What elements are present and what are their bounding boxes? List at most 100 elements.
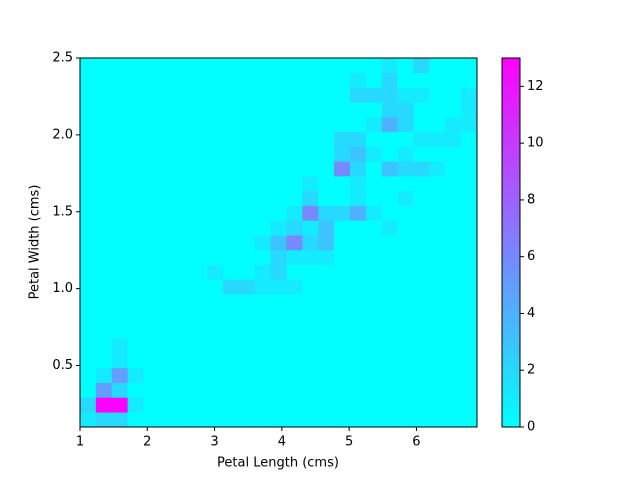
cell xyxy=(318,294,335,310)
cell xyxy=(381,338,398,354)
cell xyxy=(95,308,113,324)
cell xyxy=(207,382,224,398)
x-tick-label: 1 xyxy=(76,435,84,450)
cell xyxy=(286,235,303,251)
cell xyxy=(127,412,144,428)
cell xyxy=(207,161,224,177)
cell xyxy=(397,249,414,265)
cell xyxy=(334,117,351,133)
cell xyxy=(413,146,430,162)
cell xyxy=(397,131,414,147)
cell xyxy=(270,279,287,295)
cell xyxy=(127,235,144,251)
cell xyxy=(286,117,303,133)
cell xyxy=(222,146,240,162)
cell xyxy=(334,190,351,206)
cell xyxy=(254,102,271,118)
cell xyxy=(429,131,446,147)
cell xyxy=(461,102,478,118)
cell xyxy=(80,205,97,221)
cell xyxy=(143,308,160,324)
cell xyxy=(191,176,208,192)
cell xyxy=(254,382,271,398)
cell xyxy=(381,58,398,74)
cell xyxy=(429,279,446,295)
cell xyxy=(397,220,414,236)
cell xyxy=(254,294,271,310)
cell xyxy=(413,235,430,251)
cell xyxy=(111,205,128,221)
cell xyxy=(302,176,319,192)
cell xyxy=(175,353,192,369)
cell xyxy=(349,353,367,369)
cell xyxy=(461,72,478,88)
cell xyxy=(381,205,398,221)
cell xyxy=(461,279,478,295)
cell xyxy=(80,131,97,147)
cell xyxy=(286,397,303,413)
cell xyxy=(445,264,462,280)
cell xyxy=(191,146,208,162)
cell xyxy=(365,367,383,384)
colorbar-tick-label: 4 xyxy=(527,306,535,321)
cell xyxy=(318,58,335,74)
cell xyxy=(111,117,128,133)
cell xyxy=(159,146,176,162)
cell xyxy=(238,338,255,354)
cell xyxy=(175,220,192,236)
cell xyxy=(127,161,144,177)
cell xyxy=(318,117,335,133)
cell xyxy=(159,249,176,265)
cell xyxy=(111,220,128,236)
cell xyxy=(445,117,462,133)
cell xyxy=(95,161,113,177)
cell xyxy=(222,308,240,324)
cell xyxy=(286,176,303,192)
cell xyxy=(238,323,255,339)
cell xyxy=(397,353,414,369)
cell xyxy=(365,176,383,192)
cell xyxy=(143,397,160,413)
cell xyxy=(349,161,367,177)
cell xyxy=(334,249,351,265)
cell xyxy=(191,412,208,428)
cell xyxy=(80,323,97,339)
cell xyxy=(175,58,192,74)
cell xyxy=(95,412,113,428)
cell xyxy=(207,176,224,192)
cell xyxy=(445,72,462,88)
cell xyxy=(445,87,462,103)
cell xyxy=(270,397,287,413)
cell xyxy=(365,235,383,251)
cell xyxy=(334,264,351,280)
cell xyxy=(365,323,383,339)
cell xyxy=(397,338,414,354)
x-tick-label: 3 xyxy=(210,435,218,450)
cell xyxy=(334,131,351,147)
cell xyxy=(207,367,224,384)
cell xyxy=(413,72,430,88)
cell xyxy=(349,235,367,251)
cell xyxy=(159,117,176,133)
cell xyxy=(143,353,160,369)
cell xyxy=(143,264,160,280)
cell xyxy=(254,146,271,162)
cell xyxy=(381,279,398,295)
cell xyxy=(254,131,271,147)
cell xyxy=(143,367,160,384)
colorbar-tick-label: 8 xyxy=(527,192,535,207)
cell xyxy=(461,367,478,384)
cell xyxy=(429,323,446,339)
cell xyxy=(270,353,287,369)
cell xyxy=(413,279,430,295)
cell xyxy=(270,87,287,103)
cell xyxy=(111,308,128,324)
cell xyxy=(286,353,303,369)
cell xyxy=(111,146,128,162)
cell xyxy=(381,117,398,133)
cell xyxy=(111,279,128,295)
cell xyxy=(238,117,255,133)
cell xyxy=(238,146,255,162)
cell xyxy=(207,220,224,236)
cell xyxy=(349,131,367,147)
